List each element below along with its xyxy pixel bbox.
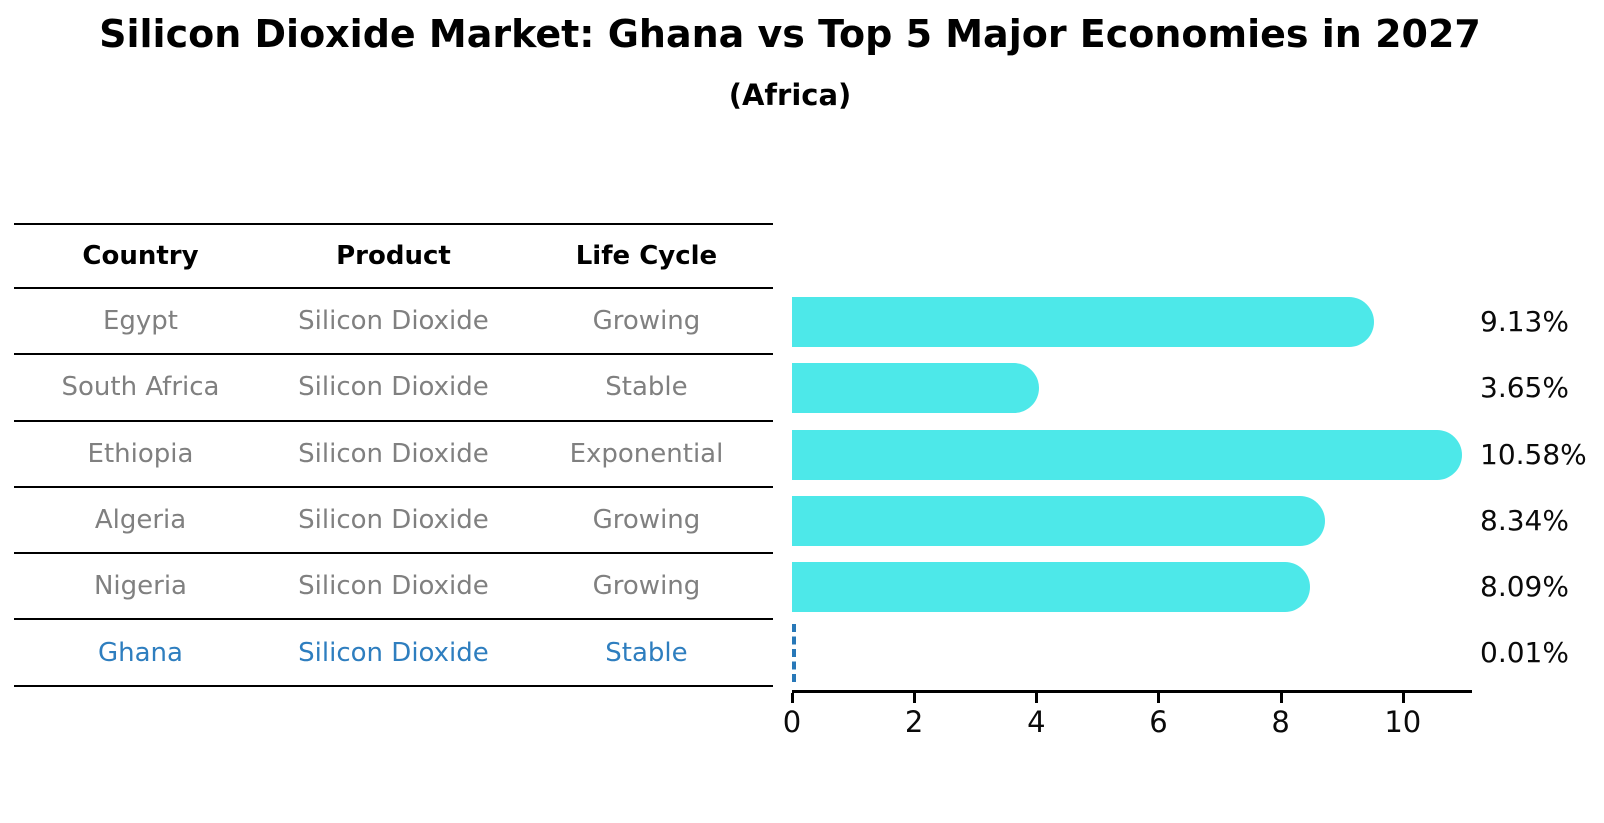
table-cell-product: Silicon Dioxide bbox=[298, 637, 489, 668]
table-cell-country: Ethiopia bbox=[87, 438, 194, 469]
bar-row: 8.09% bbox=[792, 554, 1604, 620]
table-cell-product: Silicon Dioxide bbox=[298, 505, 489, 536]
x-axis-tick bbox=[1279, 693, 1283, 703]
column-header-product: Product bbox=[336, 241, 451, 271]
table-header-row: Country Product Life Cycle bbox=[14, 225, 773, 289]
value-bar bbox=[792, 429, 1463, 480]
value-bar bbox=[792, 363, 1039, 414]
table-cell-country: Nigeria bbox=[93, 571, 187, 602]
comparison-table: Country Product Life Cycle Egypt Silicon … bbox=[14, 223, 773, 687]
x-axis-tick-label: 2 bbox=[904, 705, 924, 739]
table-cell-life-cycle: Stable bbox=[605, 372, 688, 403]
column-header-country: Country bbox=[82, 241, 199, 271]
value-label: 3.65% bbox=[1480, 371, 1569, 405]
value-bar bbox=[792, 297, 1374, 347]
value-label: 0.01% bbox=[1480, 636, 1569, 670]
value-label: 8.34% bbox=[1480, 503, 1569, 537]
x-axis-tick bbox=[913, 693, 917, 703]
value-label: 10.58% bbox=[1480, 437, 1587, 471]
bar-row: 0.01% bbox=[792, 620, 1604, 686]
page-subtitle: (Africa) bbox=[728, 78, 852, 112]
table-row: Egypt Silicon Dioxide Growing bbox=[14, 289, 773, 356]
bar-row: 3.65% bbox=[792, 355, 1604, 421]
ghana-dashed-marker bbox=[792, 624, 796, 683]
x-axis-tick bbox=[1401, 693, 1405, 703]
bar-row: 9.13% bbox=[792, 289, 1604, 355]
value-label: 9.13% bbox=[1480, 305, 1569, 338]
table-cell-country: South Africa bbox=[61, 372, 220, 403]
table-cell-product: Silicon Dioxide bbox=[298, 372, 489, 403]
table-row: Ghana Silicon Dioxide Stable bbox=[14, 620, 773, 687]
table-cell-product: Silicon Dioxide bbox=[298, 438, 489, 469]
x-axis-line bbox=[792, 690, 1472, 693]
value-bar bbox=[792, 562, 1311, 613]
x-axis-ticks: 0 2 4 6 8 10 bbox=[783, 693, 1492, 753]
table-cell-country: Ghana bbox=[98, 637, 183, 668]
x-axis-tick bbox=[1035, 693, 1039, 703]
x-axis-tick-label: 8 bbox=[1271, 705, 1290, 739]
table-row: Nigeria Silicon Dioxide Growing bbox=[14, 554, 773, 621]
bar-row: 10.58% bbox=[792, 422, 1604, 488]
table-cell-country: Algeria bbox=[94, 505, 187, 536]
x-axis-tick-label: 4 bbox=[1027, 705, 1046, 739]
table-cell-product: Silicon Dioxide bbox=[298, 306, 489, 337]
page-title: Silicon Dioxide Market: Ghana vs Top 5 M… bbox=[99, 12, 1481, 56]
table-row: Ethiopia Silicon Dioxide Exponential bbox=[14, 422, 773, 488]
x-axis-tick bbox=[1157, 693, 1161, 703]
bar-chart: 9.13% 3.65% 10.58% 8.34% 8.09% 0.01% bbox=[792, 289, 1604, 687]
table-row: Algeria Silicon Dioxide Growing bbox=[14, 488, 773, 555]
x-axis-tick bbox=[791, 693, 794, 703]
column-header-life-cycle: Life Cycle bbox=[575, 241, 718, 271]
x-axis-tick-label: 0 bbox=[782, 705, 802, 739]
bar-row: 8.34% bbox=[792, 488, 1604, 554]
table-cell-life-cycle: Exponential bbox=[569, 438, 724, 469]
table-cell-product: Silicon Dioxide bbox=[298, 571, 489, 602]
table-cell-life-cycle: Stable bbox=[605, 637, 688, 668]
table-cell-country: Egypt bbox=[102, 306, 178, 337]
table-cell-life-cycle: Growing bbox=[592, 306, 701, 337]
table-row: South Africa Silicon Dioxide Stable bbox=[14, 355, 773, 422]
value-label: 8.09% bbox=[1480, 570, 1569, 604]
x-axis-tick-label: 10 bbox=[1384, 705, 1422, 739]
x-axis-tick-label: 6 bbox=[1149, 705, 1168, 739]
value-bar bbox=[792, 495, 1326, 546]
table-cell-life-cycle: Growing bbox=[592, 505, 701, 536]
table-body: Egypt Silicon Dioxide Growing South Africa S… bbox=[14, 289, 773, 687]
table-cell-life-cycle: Growing bbox=[592, 571, 701, 602]
